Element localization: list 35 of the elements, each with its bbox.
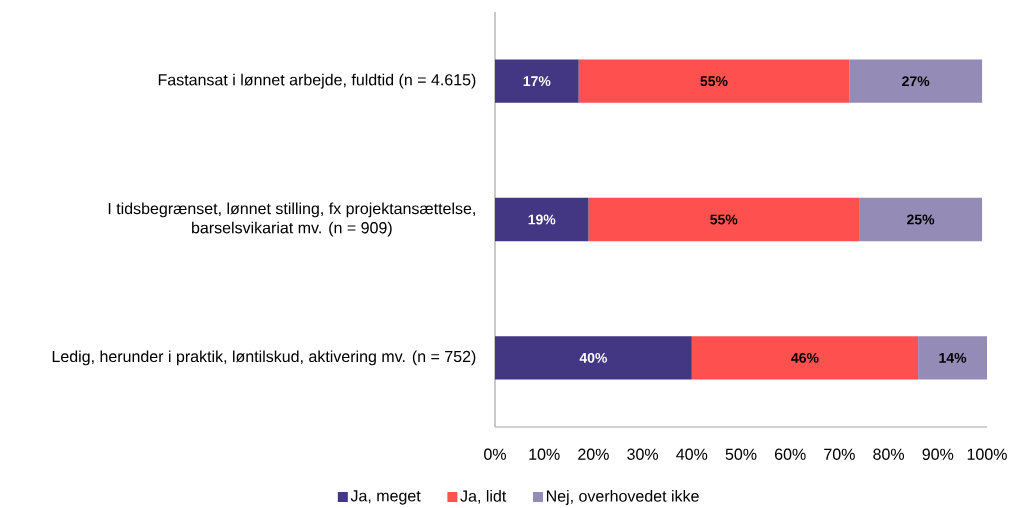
bar	[691, 336, 919, 380]
bar	[495, 336, 692, 380]
legend-label: Ja, meget	[350, 490, 421, 505]
data-label: 25%	[907, 214, 935, 225]
y-tick-label: Fastansat i lønnet arbejde, fuldtid (n = 4.615)	[158, 73, 476, 89]
bar	[495, 197, 589, 242]
x-tick-label: 30%	[627, 448, 659, 460]
x-tick-label: 40%	[676, 448, 708, 460]
x-tick-label: 10%	[529, 448, 560, 460]
data-label: 46%	[791, 352, 819, 363]
legend-label: Ja, lidt	[460, 490, 507, 504]
x-tick-label: 80%	[873, 448, 905, 460]
bar	[859, 197, 983, 242]
x-tick-label: 90%	[922, 448, 954, 460]
bar	[588, 197, 860, 242]
bar	[495, 59, 579, 103]
data-label: 55%	[700, 76, 728, 87]
bar	[918, 336, 987, 380]
data-label: 14%	[939, 352, 967, 363]
data-label: 27%	[902, 76, 930, 87]
x-tick-label: 100%	[967, 448, 1007, 460]
data-label: 40%	[579, 352, 608, 363]
legend-label: Nej, overhovedet ikke	[546, 490, 699, 505]
y-tick-label: Ledig, herunder i praktik, løntilskud, aktivering mv. (n = 752)	[52, 350, 476, 366]
x-tick-label: 70%	[824, 448, 855, 460]
x-tick-label: 20%	[578, 448, 609, 460]
x-tick-label: 0%	[484, 448, 506, 460]
bar	[578, 59, 850, 103]
y-tick-label: I tidsbegrænset, lønnet stilling, fx projektansættelse, barselsvikariat mv. (n = 909)	[108, 202, 475, 237]
data-label: 19%	[528, 214, 556, 225]
x-tick-label: 60%	[775, 448, 806, 460]
data-label: 17%	[523, 76, 551, 87]
bar	[849, 59, 983, 103]
data-label: 55%	[710, 214, 738, 225]
x-tick-label: 50%	[725, 448, 757, 460]
